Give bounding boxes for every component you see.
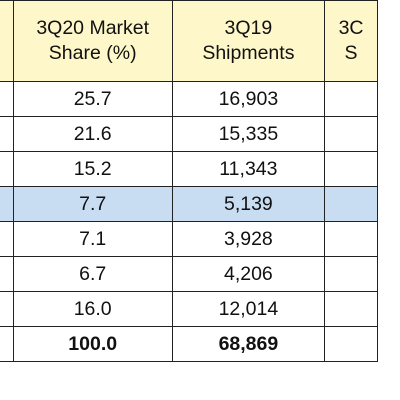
- header-next-line2: S: [344, 42, 358, 64]
- share-cell: 25.7: [12, 81, 173, 117]
- header-cell-share: 3Q20 Market Share (%): [12, 0, 173, 82]
- share-cell: 7.7: [12, 186, 173, 222]
- total-shipments-cell: 68,869: [171, 326, 326, 362]
- next-cell: [324, 291, 378, 327]
- header-next-line1: 3C: [338, 17, 364, 39]
- share-cell: 7.1: [12, 221, 173, 257]
- header-cell-shipments: 3Q19 Shipments: [171, 0, 326, 82]
- share-cell: 15.2: [12, 151, 173, 187]
- table-total-row: 100.0 68,869: [0, 326, 378, 362]
- table-row: 6.7 4,206: [0, 256, 378, 292]
- shipments-cell: 15,335: [171, 116, 326, 152]
- table-header-row: s 3Q20 Market Share (%) 3Q19 Shipments 3…: [0, 0, 378, 82]
- table-row: 21.6 15,335: [0, 116, 378, 152]
- next-cell: [324, 186, 378, 222]
- share-cell: 6.7: [12, 256, 173, 292]
- vendor-cell: [0, 326, 14, 362]
- header-cell-next: 3C S: [324, 0, 378, 82]
- table-row-highlighted: 7.7 5,139: [0, 186, 378, 222]
- shipments-cell: 11,343: [171, 151, 326, 187]
- vendor-cell: [0, 256, 14, 292]
- share-cell: 21.6: [12, 116, 173, 152]
- header-vendor-line2: s: [0, 29, 12, 54]
- header-share-line2: Share (%): [48, 42, 137, 64]
- vendor-cell: [0, 186, 14, 222]
- total-share-cell: 100.0: [12, 326, 173, 362]
- table-row: 15.2 11,343: [0, 151, 378, 187]
- vendor-cell: [0, 81, 14, 117]
- table-row: 7.1 3,928: [0, 221, 378, 257]
- vendor-cell: [0, 291, 14, 327]
- header-shipments-line2: Shipments: [202, 42, 295, 64]
- next-cell: [324, 326, 378, 362]
- next-cell: [324, 256, 378, 292]
- table-row: 25.7 16,903: [0, 81, 378, 117]
- vendor-cell: [0, 151, 14, 187]
- share-cell: 16.0: [12, 291, 173, 327]
- shipments-cell: 16,903: [171, 81, 326, 117]
- header-cell-vendor: s: [0, 0, 14, 82]
- table-row: 16.0 12,014: [0, 291, 378, 327]
- next-cell: [324, 116, 378, 152]
- next-cell: [324, 151, 378, 187]
- shipments-cell: 3,928: [171, 221, 326, 257]
- vendor-cell: [0, 116, 14, 152]
- next-cell: [324, 81, 378, 117]
- next-cell: [324, 221, 378, 257]
- header-shipments-line1: 3Q19: [224, 17, 273, 39]
- header-share-line1: 3Q20 Market: [36, 17, 150, 39]
- market-share-table: s 3Q20 Market Share (%) 3Q19 Shipments 3…: [0, 0, 378, 362]
- shipments-cell: 4,206: [171, 256, 326, 292]
- shipments-cell: 12,014: [171, 291, 326, 327]
- vendor-cell: [0, 221, 14, 257]
- shipments-cell: 5,139: [171, 186, 326, 222]
